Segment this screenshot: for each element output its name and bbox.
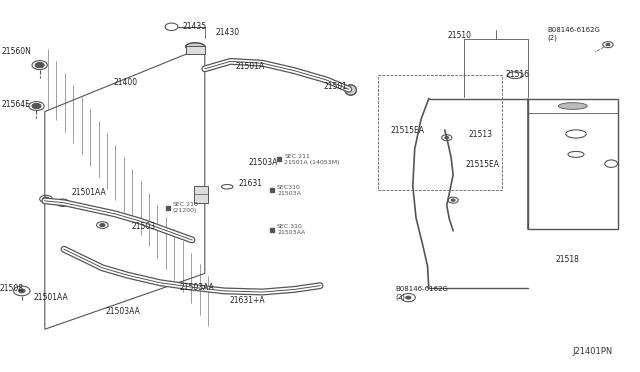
Text: B08146-6162G
(2): B08146-6162G (2): [547, 27, 600, 41]
Circle shape: [445, 137, 449, 139]
Circle shape: [60, 201, 66, 205]
Ellipse shape: [345, 85, 356, 95]
Text: J21401PN: J21401PN: [573, 347, 613, 356]
Circle shape: [35, 62, 44, 68]
Circle shape: [100, 224, 105, 227]
Text: 21501AA: 21501AA: [33, 293, 68, 302]
Ellipse shape: [186, 43, 205, 50]
Bar: [378, 75, 502, 190]
Text: 21435: 21435: [182, 22, 207, 31]
Bar: [194, 186, 208, 203]
Text: 21564E: 21564E: [1, 100, 30, 109]
Circle shape: [606, 44, 610, 46]
Text: 21501: 21501: [323, 82, 347, 91]
Text: 21631: 21631: [238, 179, 262, 187]
Text: SEC310
21503A: SEC310 21503A: [277, 185, 301, 196]
Text: 21518: 21518: [556, 255, 579, 264]
Text: 21503AA: 21503AA: [179, 283, 214, 292]
Text: 21503A: 21503A: [248, 158, 278, 167]
Circle shape: [32, 103, 41, 109]
Text: 21513: 21513: [468, 130, 493, 139]
Text: 21501AA: 21501AA: [72, 188, 106, 197]
Text: 21400: 21400: [114, 78, 138, 87]
Text: 21515EA: 21515EA: [390, 126, 424, 135]
Text: B08146-6162G
(2): B08146-6162G (2): [396, 286, 449, 300]
Ellipse shape: [558, 103, 588, 109]
Text: 21508: 21508: [0, 284, 24, 293]
Text: 21503AA: 21503AA: [106, 307, 140, 316]
Circle shape: [43, 197, 49, 201]
Text: 21515EA: 21515EA: [466, 160, 500, 169]
Circle shape: [406, 296, 411, 299]
Text: 21631+A: 21631+A: [229, 296, 265, 305]
Text: 21503: 21503: [131, 222, 156, 231]
Text: 21501A: 21501A: [236, 62, 265, 71]
Circle shape: [19, 289, 25, 293]
Bar: [186, 46, 205, 54]
Text: 21560N: 21560N: [1, 47, 31, 56]
Text: SEC.210
(21200): SEC.210 (21200): [173, 202, 198, 213]
Text: SEC.211
21501A (14053M): SEC.211 21501A (14053M): [284, 154, 340, 165]
Text: 21516: 21516: [506, 70, 530, 79]
Text: 21510: 21510: [448, 31, 472, 40]
Text: SEC.310
21503AA: SEC.310 21503AA: [277, 224, 305, 235]
Circle shape: [451, 199, 455, 201]
Text: 21430: 21430: [215, 28, 239, 37]
